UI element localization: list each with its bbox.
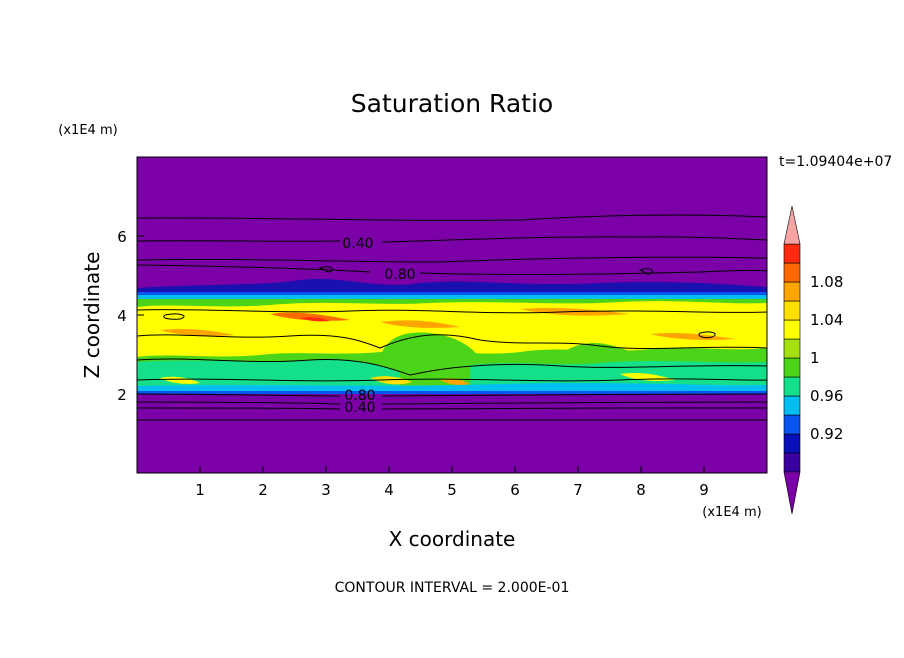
contour-upper-3 <box>137 256 767 263</box>
contour-mid-2 <box>137 358 767 376</box>
colorbar-label: 0.92 <box>810 425 843 443</box>
streak-4 <box>160 328 235 336</box>
colorbar-segment <box>783 414 801 435</box>
x-tick-label: 8 <box>636 481 646 499</box>
x-tick-label: 2 <box>258 481 268 499</box>
contour-small-1 <box>698 331 716 339</box>
colorbar-segment <box>783 433 801 454</box>
streak-1 <box>270 312 350 321</box>
teal-patch-1 <box>137 359 400 393</box>
colorbar-segment <box>783 357 801 378</box>
colorbar-segment <box>783 243 801 264</box>
contour-lines <box>137 214 767 421</box>
contour-label-2: 0.80 <box>384 267 415 283</box>
saturation-field: 0.40 0.80 0.80 0.40 <box>137 157 767 473</box>
colorbar-segment <box>783 452 801 473</box>
contour-label-4: 0.40 <box>344 400 375 416</box>
band-lower-cyan <box>137 383 767 393</box>
colorbar-segment <box>783 376 801 397</box>
x-axis-label: X coordinate <box>389 527 516 551</box>
contour-small-3 <box>638 268 653 275</box>
contour-interval-footer: CONTOUR INTERVAL = 2.000E-01 <box>335 580 570 596</box>
chart-title: Saturation Ratio <box>351 89 553 118</box>
x-tick-label: 7 <box>573 481 583 499</box>
dry-region-upper <box>137 157 767 293</box>
y-tick-label: 2 <box>117 386 127 404</box>
contour-small-4 <box>318 266 333 273</box>
x-tick-label: 4 <box>384 481 394 499</box>
colorbar-segment <box>783 395 801 416</box>
x-tick-label: 3 <box>321 481 331 499</box>
speck-3 <box>160 376 200 384</box>
colorbar-segment <box>783 338 801 359</box>
contour-upper-2 <box>137 236 767 243</box>
colorbar-label: 1.04 <box>810 311 843 329</box>
contour-lower-4 <box>137 407 767 410</box>
contour-mid-1 <box>137 334 767 350</box>
colorbar-segment <box>783 300 801 321</box>
colorbar: 0.92 0.96 1 1.04 1.08 <box>783 205 843 515</box>
green-bulge-2 <box>560 343 640 358</box>
x-tick-label: 6 <box>510 481 520 499</box>
x-tick-label: 9 <box>699 481 709 499</box>
x-axis: 1 2 3 4 5 6 7 8 9 <box>195 466 709 499</box>
colorbar-label: 0.96 <box>810 387 843 405</box>
band-092-top <box>137 278 767 296</box>
y-axis-label: Z coordinate <box>80 252 104 379</box>
colorbar-max-arrow <box>783 205 801 245</box>
contour-label-3: 0.80 <box>344 388 375 404</box>
contour-lower-2 <box>137 393 767 397</box>
x-tick-label: 5 <box>447 481 457 499</box>
speck-1 <box>370 376 412 385</box>
contour-label-1: 0.40 <box>342 236 373 252</box>
x-scale-label: (x1E4 m) <box>702 505 761 520</box>
contour-lower-3 <box>137 401 767 405</box>
contour-small-2 <box>163 313 185 320</box>
colorbar-segment <box>783 281 801 302</box>
y-axis: 2 4 6 <box>117 228 144 404</box>
streak-6 <box>300 317 330 322</box>
contour-upper-4 <box>137 264 767 276</box>
dry-region-lower <box>137 392 767 473</box>
contour-saturated-top <box>137 309 767 314</box>
colorbar-label: 1.08 <box>810 273 843 291</box>
y-tick-label: 6 <box>117 228 127 246</box>
x-tick-label: 1 <box>195 481 205 499</box>
streak-5 <box>650 332 735 340</box>
y-tick-label: 4 <box>117 307 127 325</box>
speck-2 <box>440 378 470 385</box>
contour-upper-1 <box>137 214 767 221</box>
colorbar-segment <box>783 262 801 283</box>
colorbar-label: 1 <box>810 349 820 367</box>
colorbar-min-arrow <box>783 471 801 515</box>
colorbar-segment <box>783 319 801 340</box>
time-label: t=1.09404e+07 <box>779 154 892 170</box>
contour-lower-1 <box>137 378 767 382</box>
streak-2 <box>380 320 460 328</box>
band-lower-blue <box>137 391 767 394</box>
y-scale-label: (x1E4 m) <box>58 123 117 138</box>
